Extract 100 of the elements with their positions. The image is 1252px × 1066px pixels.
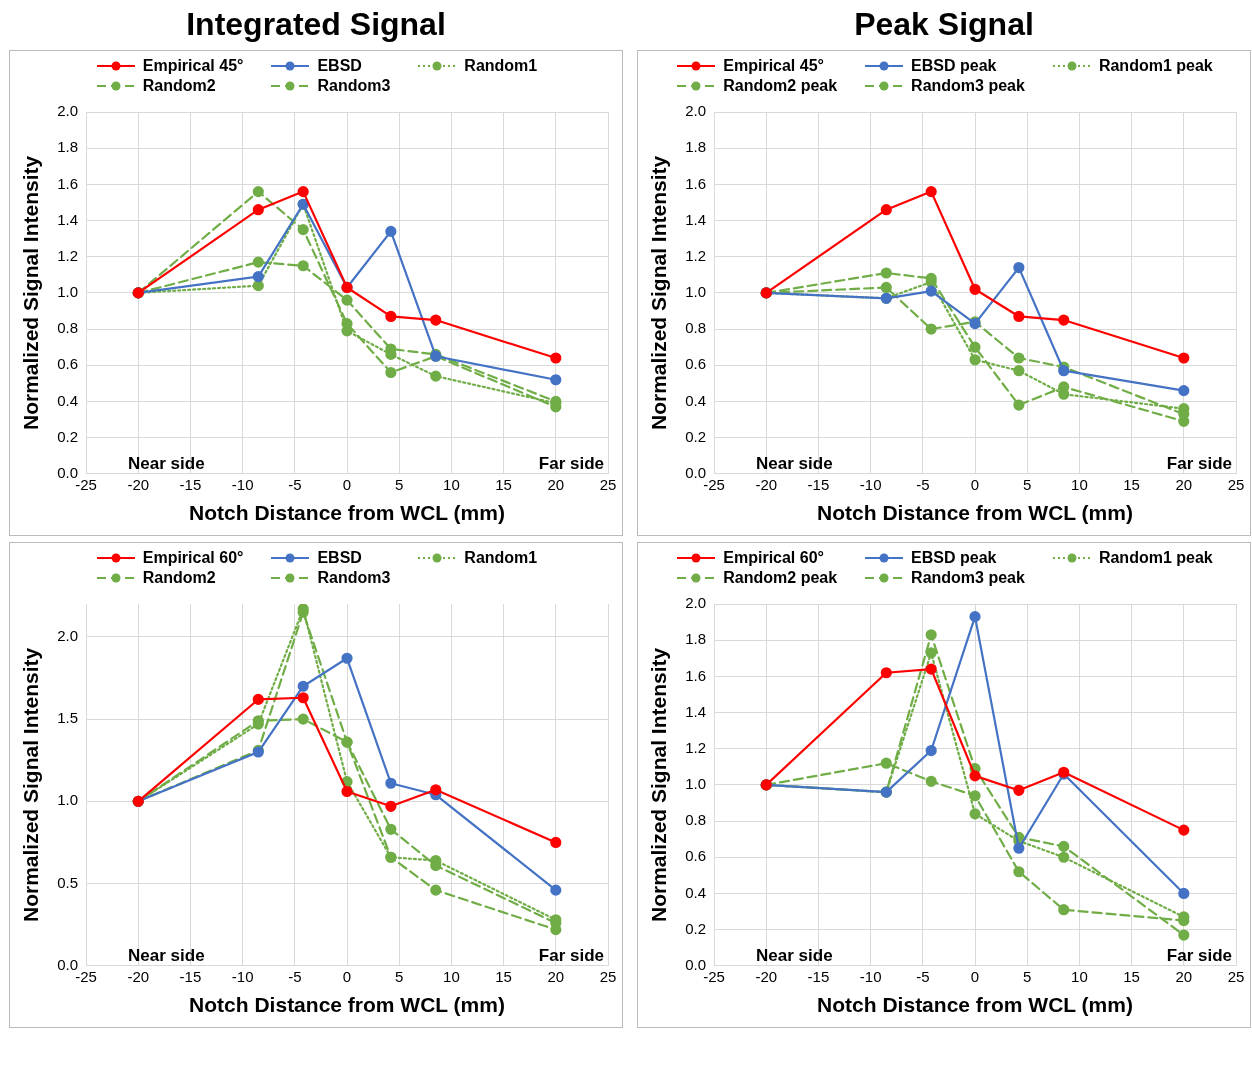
y-axis-title: Normalized Signal Intensity bbox=[647, 647, 671, 923]
x-tick-label: 0 bbox=[342, 967, 352, 985]
legend-label: Empirical 45° bbox=[142, 57, 244, 75]
x-tick-label: 25 bbox=[1227, 475, 1245, 493]
x-tick-label: 0 bbox=[970, 967, 980, 985]
y-tick-label: 1.0 bbox=[57, 791, 79, 809]
x-tick-label: 15 bbox=[495, 967, 512, 985]
x-tick-label: -10 bbox=[231, 475, 254, 493]
y-tick-label: 0.6 bbox=[685, 847, 707, 865]
x-tick-label: -20 bbox=[127, 475, 150, 493]
legend-label: Random3 bbox=[317, 77, 391, 95]
legend-label: Random2 peak bbox=[723, 77, 838, 95]
legend-label: Random3 bbox=[317, 569, 391, 587]
x-tick-label: -5 bbox=[916, 475, 930, 493]
y-tick-label: 0.4 bbox=[685, 883, 707, 901]
x-axis-title: Notch Distance from WCL (mm) bbox=[189, 993, 505, 1017]
annotation: Near side bbox=[756, 453, 833, 473]
legend-label: Empirical 45° bbox=[723, 57, 824, 75]
y-tick-label: 1.2 bbox=[685, 246, 707, 264]
legend-label: Random2 bbox=[142, 77, 216, 95]
y-tick-label: 0.6 bbox=[685, 355, 707, 373]
legend-label: Random2 peak bbox=[723, 569, 838, 587]
chart-title: Integrated Signal bbox=[186, 5, 446, 44]
x-tick-label: -10 bbox=[859, 967, 882, 985]
legend-label: Random1 peak bbox=[1098, 57, 1213, 75]
y-axis-title: Normalized Signal Intensity bbox=[19, 647, 43, 923]
y-tick-label: 1.6 bbox=[685, 174, 707, 192]
legend-label: Random2 bbox=[142, 569, 216, 587]
annotation: Near side bbox=[128, 945, 205, 965]
legend-label: Empirical 60° bbox=[142, 549, 244, 567]
legend-label: EBSD peak bbox=[911, 57, 997, 75]
annotation: Far side bbox=[538, 945, 604, 965]
x-tick-label: -15 bbox=[807, 967, 830, 985]
legend-label: Empirical 60° bbox=[723, 549, 824, 567]
y-tick-label: 1.2 bbox=[685, 738, 707, 756]
y-tick-label: 0.8 bbox=[57, 319, 79, 337]
x-axis-title: Notch Distance from WCL (mm) bbox=[189, 501, 505, 525]
legend-label: Random3 peak bbox=[911, 77, 1025, 95]
y-axis-title: Normalized Signal Intensity bbox=[19, 155, 43, 431]
y-tick-label: 0.2 bbox=[685, 919, 707, 937]
x-tick-label: 15 bbox=[495, 475, 512, 493]
y-axis-title: Normalized Signal Intensity bbox=[647, 155, 671, 431]
x-tick-label: 15 bbox=[1123, 475, 1140, 493]
y-tick-label: 1.8 bbox=[685, 630, 707, 648]
x-tick-label: 10 bbox=[443, 475, 460, 493]
y-tick-label: 1.4 bbox=[685, 702, 707, 720]
y-tick-label: 0.2 bbox=[57, 427, 79, 445]
x-tick-label: 5 bbox=[1023, 967, 1032, 985]
legend-label: Random1 bbox=[464, 57, 538, 75]
chart-title: Peak Signal bbox=[854, 5, 1034, 44]
y-tick-label: 0.4 bbox=[57, 391, 79, 409]
x-axis-title: Notch Distance from WCL (mm) bbox=[817, 993, 1133, 1017]
y-tick-label: 0.8 bbox=[685, 811, 707, 829]
y-tick-label: 0.2 bbox=[685, 427, 707, 445]
y-tick-label: 0.0 bbox=[57, 463, 79, 481]
y-tick-label: 1.6 bbox=[685, 666, 707, 684]
y-tick-label: 0.4 bbox=[685, 391, 707, 409]
x-tick-label: 5 bbox=[1023, 475, 1032, 493]
x-tick-label: 0 bbox=[970, 475, 980, 493]
x-tick-label: -5 bbox=[916, 967, 930, 985]
x-tick-label: 25 bbox=[1227, 967, 1245, 985]
legend-label: EBSD bbox=[317, 57, 362, 75]
x-tick-label: 5 bbox=[395, 967, 404, 985]
annotation: Far side bbox=[1166, 453, 1232, 473]
x-tick-label: 20 bbox=[1175, 967, 1193, 985]
x-tick-label: 15 bbox=[1123, 967, 1140, 985]
x-tick-label: 0 bbox=[342, 475, 352, 493]
x-tick-label: -5 bbox=[288, 967, 302, 985]
y-tick-label: 1.8 bbox=[57, 138, 79, 156]
x-tick-label: -15 bbox=[179, 475, 202, 493]
x-tick-label: -20 bbox=[127, 967, 150, 985]
y-tick-label: 2.0 bbox=[685, 102, 707, 120]
y-tick-label: 2.0 bbox=[57, 627, 79, 645]
x-tick-label: 25 bbox=[599, 475, 617, 493]
y-tick-label: 1.6 bbox=[57, 174, 79, 192]
x-axis-title: Notch Distance from WCL (mm) bbox=[817, 501, 1133, 525]
y-tick-label: 1.2 bbox=[57, 246, 79, 264]
legend-label: EBSD bbox=[317, 549, 362, 567]
annotation: Far side bbox=[1166, 945, 1232, 965]
x-tick-label: 25 bbox=[599, 967, 617, 985]
y-tick-label: 0.5 bbox=[57, 873, 79, 891]
y-tick-label: 0.6 bbox=[57, 355, 79, 373]
x-tick-label: -10 bbox=[231, 967, 254, 985]
legend-label: Random1 peak bbox=[1098, 549, 1213, 567]
x-tick-label: -20 bbox=[755, 475, 778, 493]
y-tick-label: 1.0 bbox=[685, 283, 707, 301]
x-tick-label: -5 bbox=[288, 475, 302, 493]
annotation: Far side bbox=[538, 453, 604, 473]
y-tick-label: 1.0 bbox=[57, 283, 79, 301]
x-tick-label: 20 bbox=[1175, 475, 1193, 493]
x-tick-label: -15 bbox=[807, 475, 830, 493]
legend-label: EBSD peak bbox=[911, 549, 997, 567]
annotation: Near side bbox=[128, 453, 205, 473]
y-tick-label: 0.0 bbox=[57, 955, 79, 973]
legend-label: Random3 peak bbox=[911, 569, 1025, 587]
y-tick-label: 0.0 bbox=[685, 463, 707, 481]
y-tick-label: 0.0 bbox=[685, 955, 707, 973]
y-tick-label: 1.8 bbox=[685, 138, 707, 156]
x-tick-label: 5 bbox=[395, 475, 404, 493]
legend-label: Random1 bbox=[464, 549, 538, 567]
